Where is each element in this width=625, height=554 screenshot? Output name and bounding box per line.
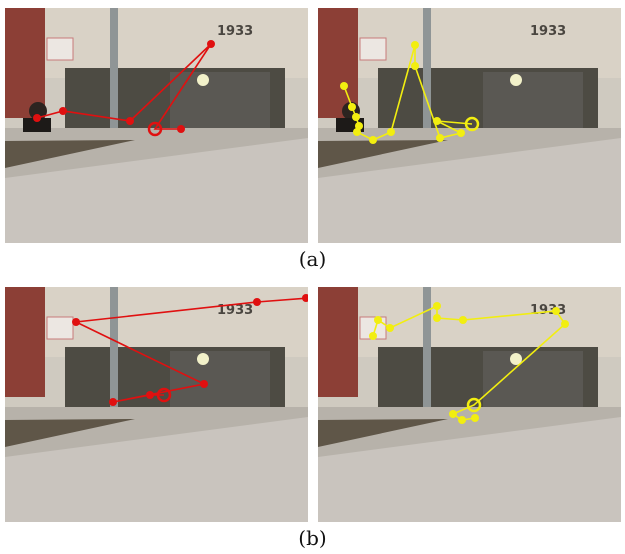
photo-a-right: 1933 — [318, 8, 621, 243]
building-number-a-left: 1933 — [217, 24, 253, 39]
scanpath-a-right — [340, 41, 480, 144]
building-number-a-right: 1933 — [530, 24, 566, 39]
photo-panel-b-left: 1933 — [5, 287, 308, 522]
photo-a-left: 1933 — [5, 8, 308, 243]
caption-b: (b) — [298, 526, 327, 550]
photo-b-left: 1933 — [5, 287, 308, 522]
scanpath-b-right — [369, 302, 569, 424]
scanpath-a-left — [33, 40, 215, 137]
photo-panel-a-left: 1933 — [5, 8, 308, 243]
photo-panel-b-right: 1933 — [318, 287, 621, 522]
building-number-b-left: 1933 — [217, 303, 253, 318]
scanpath-b-left — [72, 294, 308, 406]
photo-b-right: 1933 — [318, 287, 621, 522]
building-number-b-right: 1933 — [530, 303, 566, 318]
photo-panel-a-right: 1933 — [318, 8, 621, 243]
caption-a: (a) — [298, 247, 327, 271]
